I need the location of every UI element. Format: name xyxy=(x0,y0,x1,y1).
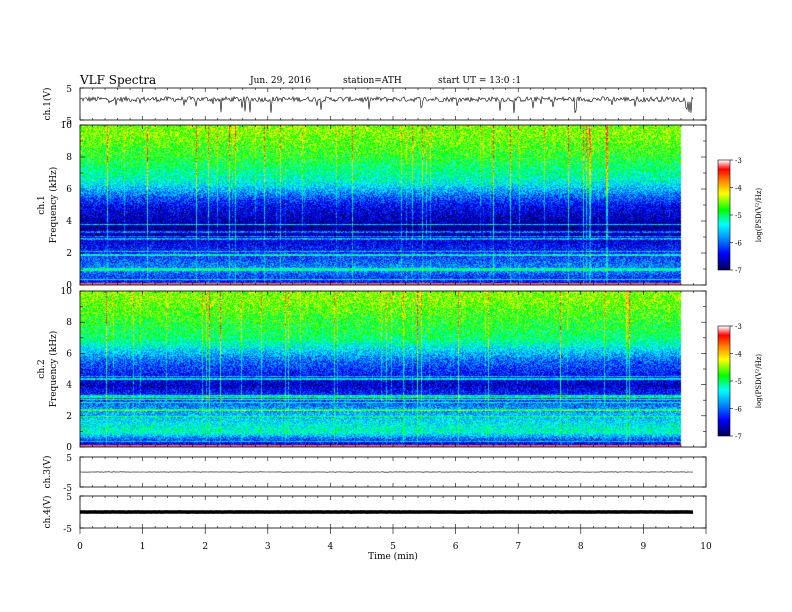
date-label: Jun. 29, 2016 xyxy=(249,76,311,86)
x-tick-label: 5 xyxy=(390,542,396,552)
y-axis-label: Frequency (kHz) xyxy=(48,167,59,244)
y-tick-label: 8 xyxy=(66,318,72,328)
x-tick-label: 0 xyxy=(77,542,83,552)
y-tick-label: 5 xyxy=(66,85,72,95)
figure-title: VLF Spectra xyxy=(79,73,156,87)
colorbar-tick-label: -4 xyxy=(735,185,742,193)
x-tick-label: 4 xyxy=(328,542,334,552)
x-tick-label: 7 xyxy=(515,542,521,552)
ch1-spectrogram-image xyxy=(80,125,693,285)
x-tick-label: 1 xyxy=(140,542,146,552)
y-tick-label: -5 xyxy=(63,117,72,127)
y-tick-label: 10 xyxy=(61,121,73,131)
y-axis-label: ch.4(V) xyxy=(42,496,53,529)
y-tick-label: 5 xyxy=(66,454,72,464)
y-tick-label: 4 xyxy=(66,217,72,227)
colorbar-tick-label: -7 xyxy=(735,267,742,275)
x-tick-label: 9 xyxy=(641,542,647,552)
colorbar-tick-label: -4 xyxy=(735,351,742,359)
y-tick-label: 0 xyxy=(66,443,72,453)
colorbar-tick-label: -7 xyxy=(735,433,742,441)
ch1-waveform-line xyxy=(79,95,694,114)
colorbar-label: log(PSD(V²/Hz) xyxy=(755,188,763,243)
y-tick-label: 6 xyxy=(66,185,72,195)
x-tick-label: 6 xyxy=(453,542,459,552)
y-tick-label: -5 xyxy=(63,525,72,535)
colorbar-tick-label: -3 xyxy=(735,323,742,331)
station-label: station=ATH xyxy=(343,76,402,86)
y-axis-label: ch.3(V) xyxy=(42,456,53,489)
colorbar-tick-label: -5 xyxy=(735,378,742,386)
y-tick-label: 4 xyxy=(66,381,72,391)
channel-label: ch.2 xyxy=(37,359,47,378)
channel-label: ch.1 xyxy=(37,195,47,214)
y-axis-label: Frequency (kHz) xyxy=(48,331,59,408)
y-tick-label: 2 xyxy=(66,249,72,259)
y-tick-label: 8 xyxy=(66,153,72,163)
ch1-colorbar-gradient xyxy=(718,160,730,270)
colorbar-tick-label: -3 xyxy=(735,157,742,165)
x-tick-label: 3 xyxy=(265,542,271,552)
start-time-label: start UT = 13:0 :1 xyxy=(438,76,521,86)
ch2-colorbar-gradient xyxy=(718,326,730,436)
x-tick-label: 10 xyxy=(700,542,712,552)
x-tick-label: 2 xyxy=(202,542,208,552)
y-tick-label: -5 xyxy=(63,484,72,494)
y-tick-label: 6 xyxy=(66,349,72,359)
y-tick-label: 2 xyxy=(66,412,72,422)
waveforms-layer xyxy=(79,95,694,514)
colorbar-tick-label: -6 xyxy=(735,240,742,248)
y-tick-label: 0 xyxy=(66,281,72,291)
x-axis-label: Time (min) xyxy=(368,551,418,562)
y-axis-label: ch.1(V) xyxy=(42,88,53,121)
colorbar-label: log(PSD(V²/Hz) xyxy=(755,354,763,409)
colorbar-tick-label: -5 xyxy=(735,212,742,220)
x-tick-label: 8 xyxy=(578,542,584,552)
y-tick-label: 5 xyxy=(66,493,72,503)
y-tick-label: 10 xyxy=(61,287,73,297)
colorbar-tick-label: -6 xyxy=(735,406,742,414)
ch2-spectrogram-image xyxy=(80,291,693,447)
